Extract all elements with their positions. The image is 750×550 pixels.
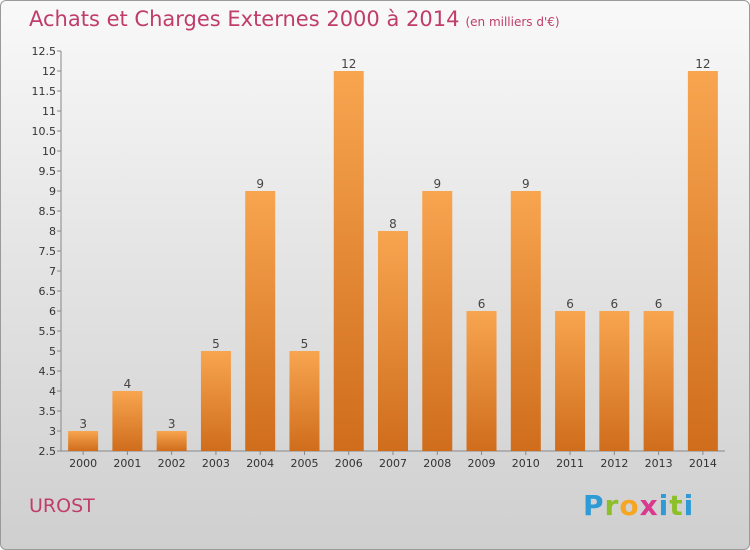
bar (422, 191, 453, 451)
data-label: 12 (341, 57, 356, 71)
logo-letter: x (639, 489, 659, 522)
x-ticks: 2000 2001 2002 2003 2004 2005 2006 2007 2008 2009… (69, 451, 717, 470)
logo-letter: i (683, 489, 695, 522)
bar (643, 311, 674, 451)
logo-letter: i (658, 489, 670, 522)
bar (112, 391, 143, 451)
x-tick-label: 2004 (246, 457, 274, 470)
bar (555, 311, 586, 451)
data-label: 4 (124, 377, 132, 391)
data-label: 6 (611, 297, 619, 311)
x-tick-label: 2001 (113, 457, 141, 470)
bar (466, 311, 497, 451)
x-tick-label: 2003 (202, 457, 230, 470)
y-tick-label: 3.5 (39, 405, 57, 418)
y-tick-label: 7 (49, 265, 56, 278)
y-tick-label: 8 (49, 225, 56, 238)
x-tick-label: 2008 (423, 457, 451, 470)
y-tick-label: 5.5 (39, 325, 57, 338)
bar (378, 231, 408, 451)
y-tick-label: 4.5 (39, 365, 57, 378)
data-label: 6 (655, 297, 663, 311)
bar (289, 351, 320, 451)
data-label: 6 (566, 297, 574, 311)
data-label: 6 (478, 297, 486, 311)
chart-title-text: Achats et Charges Externes 2000 à 2014 (29, 7, 460, 31)
y-tick-label: 9.5 (39, 165, 57, 178)
data-label: 3 (79, 417, 87, 431)
y-tick-label: 9 (49, 185, 56, 198)
x-tick-label: 2007 (379, 457, 407, 470)
x-tick-label: 2009 (468, 457, 496, 470)
y-tick-label: 12 (42, 65, 56, 78)
x-tick-label: 2002 (158, 457, 186, 470)
y-tick-label: 5 (49, 345, 56, 358)
x-tick-label: 2000 (69, 457, 97, 470)
y-tick-label: 12.5 (32, 45, 57, 58)
x-tick-label: 2010 (512, 457, 540, 470)
y-tick-label: 2.5 (39, 445, 57, 458)
y-tick-label: 10.5 (32, 125, 57, 138)
y-tick-label: 6 (49, 305, 56, 318)
bar (200, 351, 231, 451)
x-tick-label: 2013 (645, 457, 673, 470)
logo-letter: r (604, 489, 620, 522)
data-label: 9 (433, 177, 441, 191)
proxiti-logo: Proxiti (583, 489, 694, 522)
y-tick-label: 6.5 (39, 285, 57, 298)
bar (245, 191, 276, 451)
y-tick-label: 4 (49, 385, 56, 398)
y-tick-label: 11 (42, 105, 56, 118)
bar (333, 71, 364, 451)
x-tick-label: 2012 (600, 457, 628, 470)
town-name: UROST (29, 495, 95, 517)
x-tick-label: 2006 (335, 457, 363, 470)
x-tick-label: 2005 (290, 457, 318, 470)
bar (68, 431, 99, 451)
data-label: 12 (695, 57, 710, 71)
data-label: 8 (389, 217, 397, 231)
data-label: 9 (256, 177, 264, 191)
y-tick-label: 8.5 (39, 205, 57, 218)
bar (687, 71, 718, 451)
y-ticks: 2.5 3 3.5 4 4.5 5 5.5 6 6.5 7 7.5 8 8.5 9 9.5 10 10.5 11 1… (32, 45, 61, 458)
data-label: 5 (301, 337, 309, 351)
chart-unit: (en milliers d'€) (465, 15, 560, 29)
data-label: 5 (212, 337, 220, 351)
logo-letter: P (583, 489, 605, 522)
x-tick-label: 2011 (556, 457, 584, 470)
bar (510, 191, 541, 451)
y-tick-label: 7.5 (39, 245, 57, 258)
bars: 3 4 3 5 9 5 12 8 9 6 9 6 6 6 12 (68, 57, 718, 451)
y-tick-label: 10 (42, 145, 56, 158)
chart-title: Achats et Charges Externes 2000 à 2014 (e… (29, 7, 560, 31)
data-label: 3 (168, 417, 176, 431)
logo-letter: t (669, 489, 684, 522)
bar (156, 431, 187, 451)
y-tick-label: 3 (49, 425, 56, 438)
x-tick-label: 2014 (689, 457, 717, 470)
bar (599, 311, 630, 451)
logo-letter: o (619, 489, 640, 522)
y-tick-label: 11.5 (32, 85, 57, 98)
data-label: 9 (522, 177, 530, 191)
